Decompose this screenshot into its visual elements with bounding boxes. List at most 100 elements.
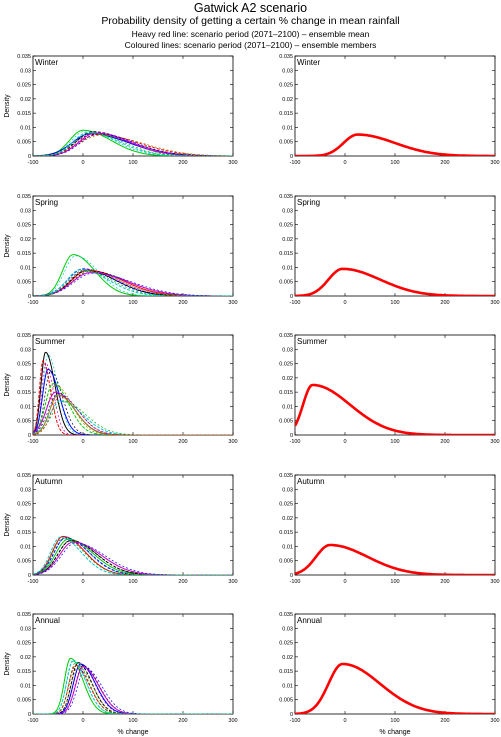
x-tick-label: -100: [27, 160, 38, 166]
y-tick-label: 0.01: [20, 544, 31, 550]
x-tick-label: 300: [228, 718, 237, 724]
season-label: Spring: [297, 198, 320, 207]
y-tick-label: 0.015: [17, 530, 31, 536]
season-label: Spring: [35, 198, 58, 207]
y-tick-label: 0.015: [17, 669, 31, 675]
y-tick-label: 0.02: [20, 516, 31, 522]
y-tick-label: 0.005: [279, 559, 293, 565]
figure-title: Gatwick A2 scenario: [193, 1, 308, 15]
season-label: Annual: [35, 616, 60, 625]
y-tick-label: 0.02: [20, 237, 31, 243]
y-tick-label: 0.005: [279, 419, 293, 425]
y-tick-label: 0: [28, 154, 31, 160]
y-tick-label: 0.035: [279, 333, 293, 339]
x-tick-label: 0: [343, 439, 346, 445]
member-curve: [33, 662, 233, 714]
y-tick-label: 0.01: [282, 125, 293, 131]
y-tick-label: 0.02: [20, 376, 31, 382]
y-tick-label: 0.02: [282, 237, 293, 243]
y-tick-label: 0: [290, 433, 293, 439]
member-curve: [33, 268, 233, 296]
curves: [295, 662, 495, 714]
x-tick-label: 300: [228, 579, 237, 585]
member-curve: [33, 536, 233, 575]
season-label: Autumn: [35, 477, 63, 486]
y-tick-label: 0: [290, 712, 293, 718]
x-tick-label: 100: [390, 300, 399, 306]
y-tick-label: 0.03: [20, 347, 31, 353]
y-tick-label: 0.02: [282, 516, 293, 522]
y-axis-label: Density: [4, 513, 11, 537]
member-curve: [33, 254, 233, 296]
plot-frame: [294, 613, 496, 715]
y-tick-label: 0.025: [17, 362, 31, 368]
curves: [33, 535, 233, 575]
x-tick-label: 100: [390, 579, 399, 585]
plot-frame: [294, 55, 496, 157]
y-tick-label: 0.015: [279, 111, 293, 117]
x-tick-label: 200: [178, 439, 187, 445]
curves: [295, 383, 495, 435]
mean-curve: [295, 133, 495, 156]
x-tick-label: 100: [128, 439, 137, 445]
y-tick-label: 0.03: [20, 68, 31, 74]
x-tick-label: 0: [81, 718, 84, 724]
y-tick-label: 0.02: [282, 655, 293, 661]
x-tick-label: -100: [27, 579, 38, 585]
member-curve: [33, 541, 233, 575]
member-curve: [33, 394, 233, 435]
x-tick-label: 300: [490, 439, 499, 445]
member-curve: [33, 400, 233, 435]
member-curve: [33, 537, 233, 575]
y-tick-label: 0.035: [17, 333, 31, 339]
legend-note-mean: Heavy red line: scenario period (2071–21…: [131, 29, 370, 39]
x-tick-label: 100: [390, 718, 399, 724]
y-tick-label: 0.005: [279, 280, 293, 286]
mean-curve: [295, 267, 495, 296]
y-tick-label: 0.005: [17, 280, 31, 286]
x-tick-label: 0: [343, 718, 346, 724]
member-curve: [33, 540, 233, 575]
y-axis-label: Density: [4, 652, 11, 676]
x-axis-label: % change: [379, 729, 410, 736]
y-tick-label: 0.02: [282, 376, 293, 382]
x-tick-label: -100: [289, 300, 300, 306]
x-tick-label: 200: [440, 300, 449, 306]
x-tick-label: 0: [343, 300, 346, 306]
y-tick-label: 0.025: [279, 223, 293, 229]
y-tick-label: 0: [28, 294, 31, 300]
member-curve: [33, 393, 233, 435]
y-tick-label: 0.015: [279, 390, 293, 396]
member-curve: [33, 130, 233, 156]
x-tick-label: 100: [128, 718, 137, 724]
y-axis-label: Density: [4, 373, 11, 397]
y-tick-label: 0.035: [279, 194, 293, 200]
x-tick-label: 0: [81, 579, 84, 585]
x-tick-label: 200: [440, 160, 449, 166]
curves: [33, 657, 233, 714]
member-curve: [33, 368, 233, 435]
y-tick-label: 0.005: [17, 698, 31, 704]
y-tick-label: 0.03: [282, 208, 293, 214]
member-curve: [33, 134, 233, 156]
x-tick-label: 0: [343, 160, 346, 166]
y-tick-label: 0.025: [279, 641, 293, 647]
member-curve: [33, 537, 233, 575]
x-tick-label: 200: [178, 718, 187, 724]
y-tick-label: 0.015: [279, 251, 293, 257]
y-tick-label: 0.025: [17, 502, 31, 508]
season-label: Annual: [297, 616, 322, 625]
x-tick-label: 100: [390, 160, 399, 166]
y-tick-label: 0.01: [282, 544, 293, 550]
y-tick-label: 0.01: [282, 265, 293, 271]
y-tick-label: 0.035: [17, 194, 31, 200]
y-tick-label: 0.01: [20, 265, 31, 271]
